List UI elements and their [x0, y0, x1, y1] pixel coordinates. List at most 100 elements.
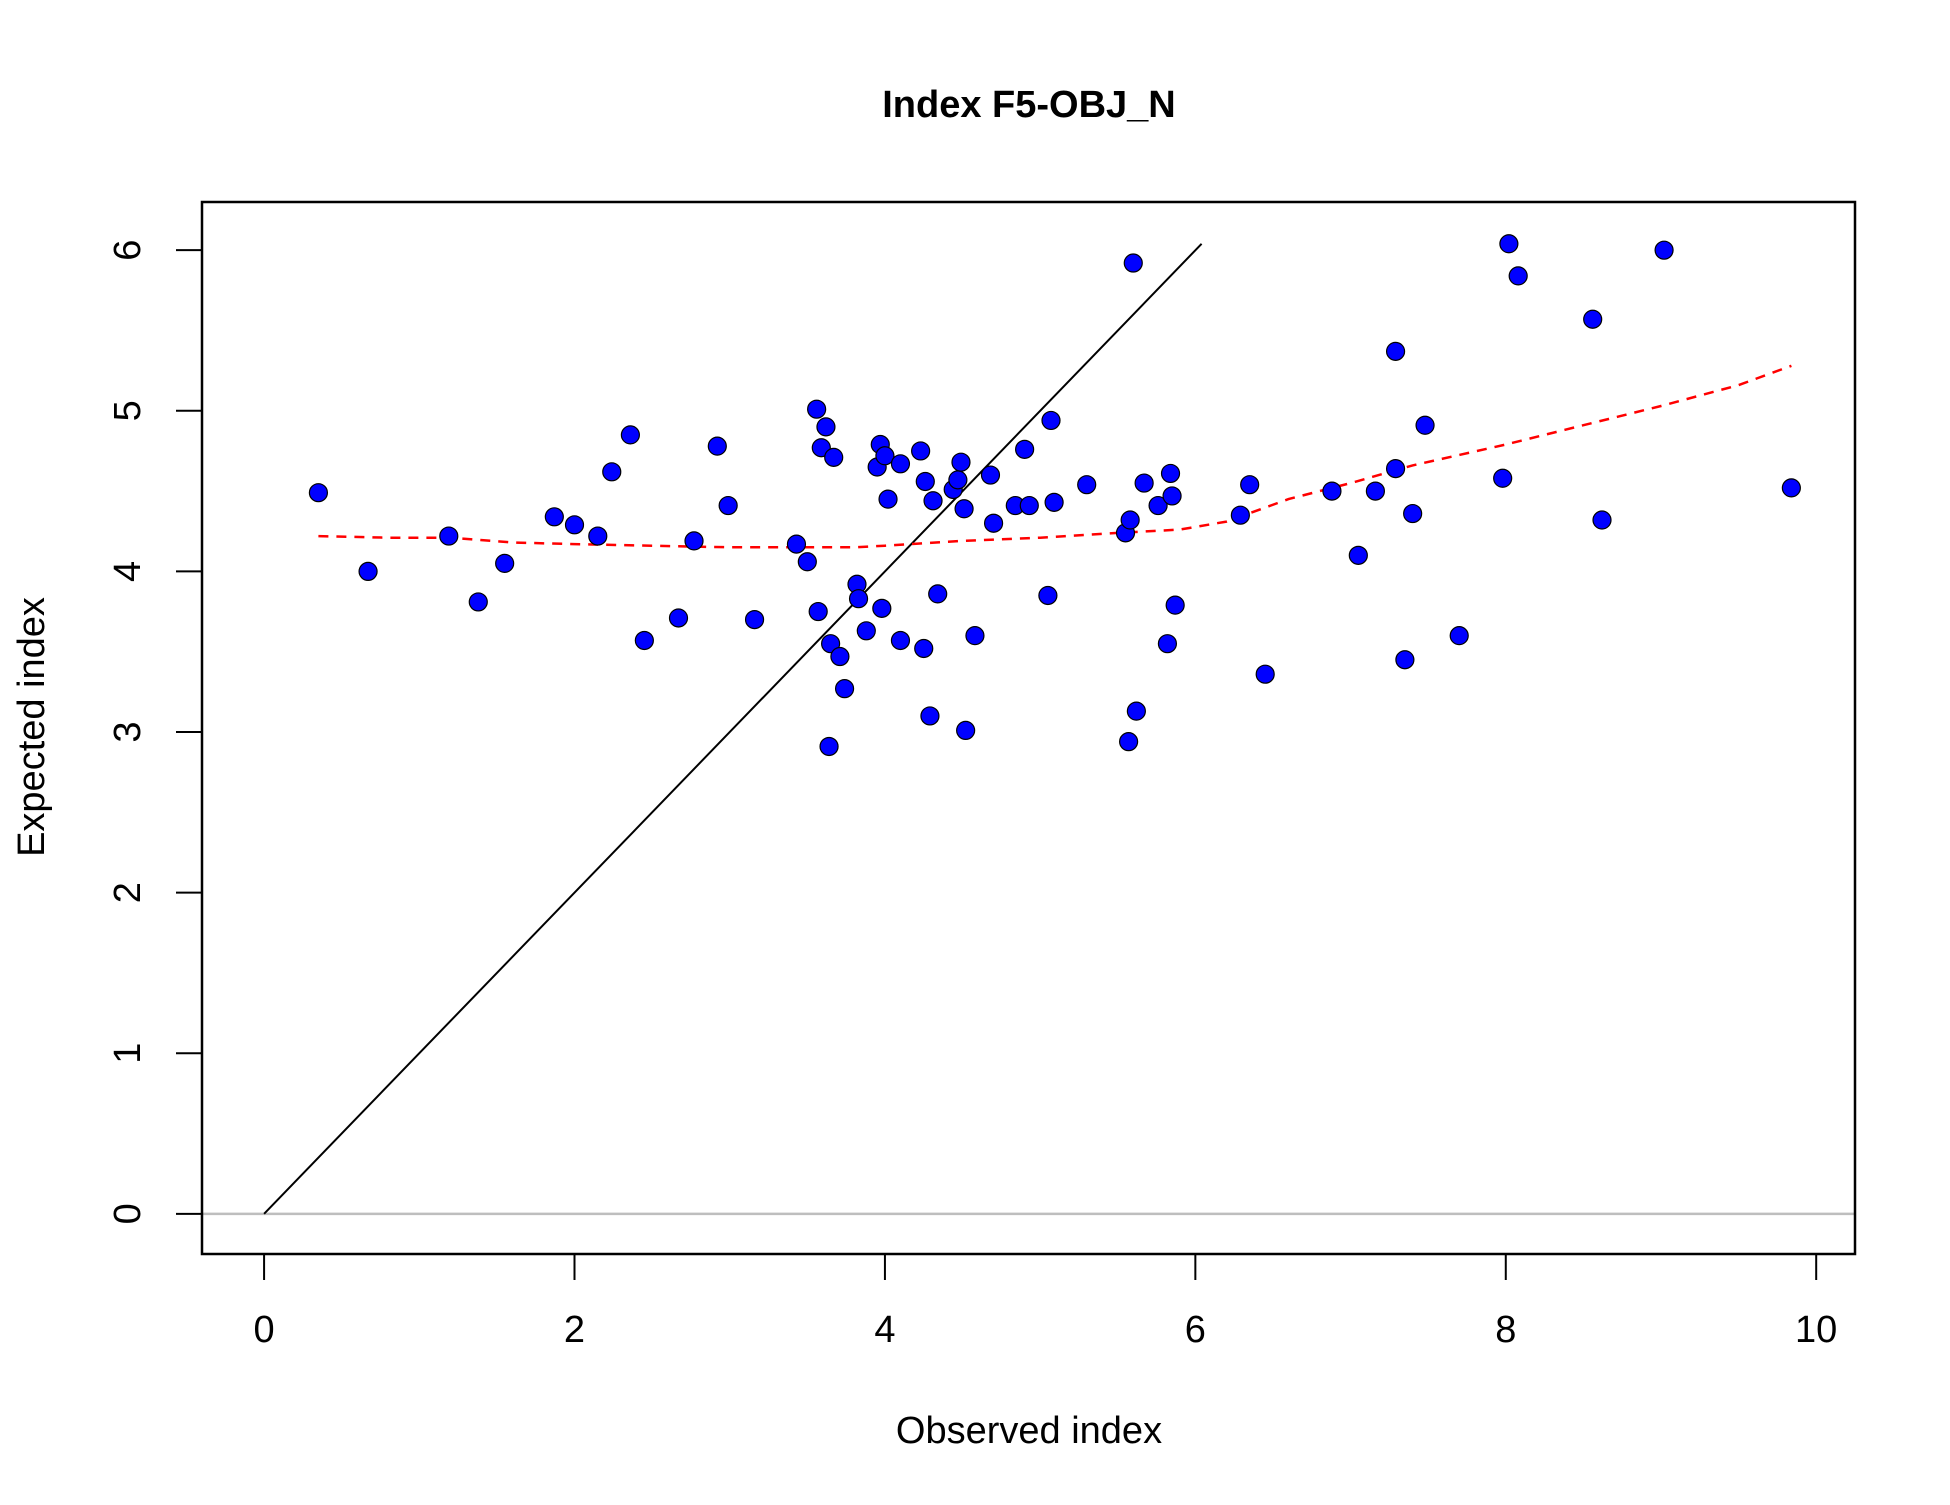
- data-point: [1120, 510, 1140, 530]
- data-point: [1403, 503, 1423, 524]
- data-point: [948, 470, 968, 490]
- data-point: [819, 736, 839, 757]
- identity-line: [263, 243, 1203, 1215]
- smoothed-trend-line: [318, 364, 1792, 549]
- x-tick-label: 0: [254, 1309, 275, 1351]
- y-tick-label: 0: [107, 1203, 149, 1224]
- x-axis-label: Observed index: [896, 1410, 1162, 1452]
- data-point: [1395, 650, 1415, 670]
- data-point: [1508, 266, 1528, 286]
- data-point: [1499, 234, 1519, 254]
- data-point: [830, 646, 850, 667]
- data-point: [1348, 545, 1368, 565]
- data-point: [786, 534, 807, 554]
- x-tick-label: 4: [874, 1309, 895, 1351]
- data-point: [602, 462, 622, 482]
- data-point: [911, 441, 931, 461]
- data-point: [1041, 410, 1061, 431]
- data-point: [923, 491, 943, 511]
- data-point: [439, 526, 459, 546]
- data-point: [668, 608, 689, 628]
- data-point: [1044, 492, 1064, 512]
- data-point: [1449, 626, 1469, 646]
- y-tick-label: 1: [107, 1043, 149, 1064]
- data-point: [954, 499, 974, 519]
- data-point: [914, 638, 934, 659]
- y-tick-label: 2: [107, 882, 149, 903]
- data-point: [848, 589, 869, 609]
- data-point: [468, 592, 488, 612]
- data-point: [920, 706, 940, 726]
- data-point: [980, 465, 1001, 485]
- data-point: [1255, 664, 1275, 684]
- data-point: [620, 425, 640, 445]
- x-tick-label: 6: [1185, 1309, 1206, 1351]
- y-axis-label: Expected index: [11, 597, 53, 857]
- data-point: [684, 531, 704, 551]
- data-point: [1134, 473, 1154, 493]
- y-tick-label: 5: [107, 400, 149, 421]
- data-point: [1781, 478, 1801, 498]
- data-point: [928, 584, 948, 604]
- data-point: [1322, 481, 1342, 501]
- data-point: [965, 626, 985, 646]
- data-point: [951, 452, 971, 472]
- data-point: [1240, 475, 1260, 495]
- data-point: [1583, 309, 1603, 329]
- data-point: [1365, 481, 1385, 501]
- y-tick-label: 6: [107, 240, 149, 261]
- data-point: [956, 720, 976, 741]
- plot-frame: [200, 200, 1857, 1256]
- data-point: [634, 630, 654, 651]
- data-point: [1385, 459, 1406, 479]
- data-point: [564, 515, 585, 535]
- data-point: [1123, 253, 1143, 273]
- data-point: [1160, 463, 1181, 484]
- data-point: [816, 417, 836, 437]
- data-point: [797, 552, 817, 572]
- data-point: [1385, 341, 1406, 361]
- y-tick-label: 3: [107, 721, 149, 742]
- chart-title: Index F5-OBJ_N: [882, 84, 1176, 126]
- data-point: [824, 447, 844, 467]
- plot-inner: [202, 234, 1855, 1216]
- x-tick-label: 8: [1495, 1309, 1516, 1351]
- data-point: [856, 621, 876, 641]
- data-point: [1077, 475, 1097, 495]
- x-tick-label: 2: [564, 1309, 585, 1351]
- data-point: [890, 454, 911, 474]
- data-point: [1119, 732, 1139, 752]
- data-point: [1038, 585, 1058, 606]
- data-point: [1126, 701, 1146, 721]
- data-point: [1162, 486, 1182, 506]
- data-point: [1157, 634, 1178, 654]
- data-point: [878, 489, 898, 509]
- data-point: [834, 679, 855, 699]
- data-point: [1654, 240, 1674, 260]
- data-point: [744, 609, 765, 630]
- data-point: [588, 526, 608, 546]
- data-point: [495, 553, 515, 573]
- data-point: [1015, 439, 1035, 459]
- data-point: [807, 399, 827, 419]
- data-point: [707, 436, 727, 456]
- data-point: [308, 483, 329, 503]
- data-point: [983, 513, 1004, 533]
- data-point: [1592, 510, 1612, 530]
- data-point: [1019, 495, 1039, 516]
- data-point: [808, 601, 828, 622]
- data-point: [1493, 468, 1513, 488]
- data-point: [358, 561, 378, 582]
- data-point: [1165, 595, 1185, 615]
- data-point: [890, 630, 911, 651]
- data-point: [872, 598, 892, 618]
- data-point: [915, 471, 935, 492]
- data-point: [544, 507, 564, 527]
- data-point: [1415, 415, 1435, 435]
- plot-area: 0 2 4 6 8 10 0 1 2 3 4 5 6: [107, 200, 1857, 1351]
- data-point: [821, 634, 841, 654]
- data-point: [875, 446, 895, 466]
- data-point: [1148, 495, 1168, 516]
